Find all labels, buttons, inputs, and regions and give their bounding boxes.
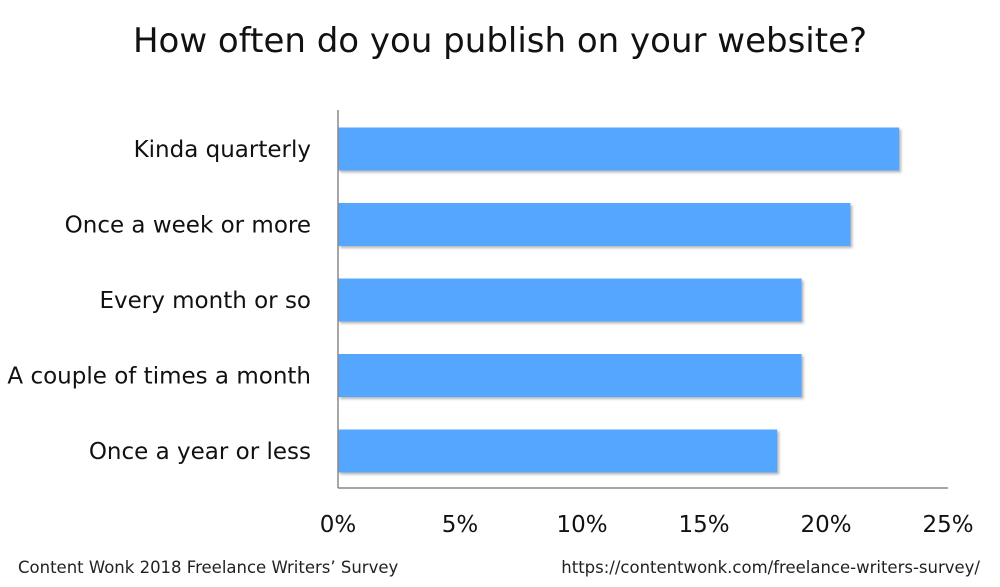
x-tick-label: 20% bbox=[800, 512, 851, 538]
category-label: A couple of times a month bbox=[7, 364, 311, 390]
chart-title: How often do you publish on your website… bbox=[133, 21, 867, 61]
x-axis-ticks: 0% 5% 10% 15% 20% 25% bbox=[320, 512, 974, 538]
category-label: Once a week or more bbox=[65, 213, 311, 239]
bar-3 bbox=[338, 354, 802, 397]
category-label: Every month or so bbox=[99, 288, 311, 314]
bar-0 bbox=[338, 127, 900, 171]
x-tick-label: 25% bbox=[922, 512, 973, 538]
x-tick-label: 15% bbox=[678, 512, 729, 538]
x-tick-label: 10% bbox=[556, 512, 607, 538]
category-label: Once a year or less bbox=[89, 439, 311, 465]
x-tick-label: 5% bbox=[442, 512, 479, 538]
bar-2 bbox=[338, 278, 802, 322]
category-label: Kinda quarterly bbox=[134, 137, 311, 163]
source-url: https://contentwonk.com/freelance-writer… bbox=[561, 558, 980, 577]
bar-4 bbox=[338, 429, 778, 473]
bar-1 bbox=[338, 203, 851, 246]
bars-layer bbox=[338, 127, 900, 473]
category-labels: Kinda quarterly Once a week or more Every … bbox=[7, 137, 311, 465]
source-credit: Content Wonk 2018 Freelance Writers’ Sur… bbox=[18, 558, 399, 577]
x-tick-label: 0% bbox=[320, 512, 357, 538]
